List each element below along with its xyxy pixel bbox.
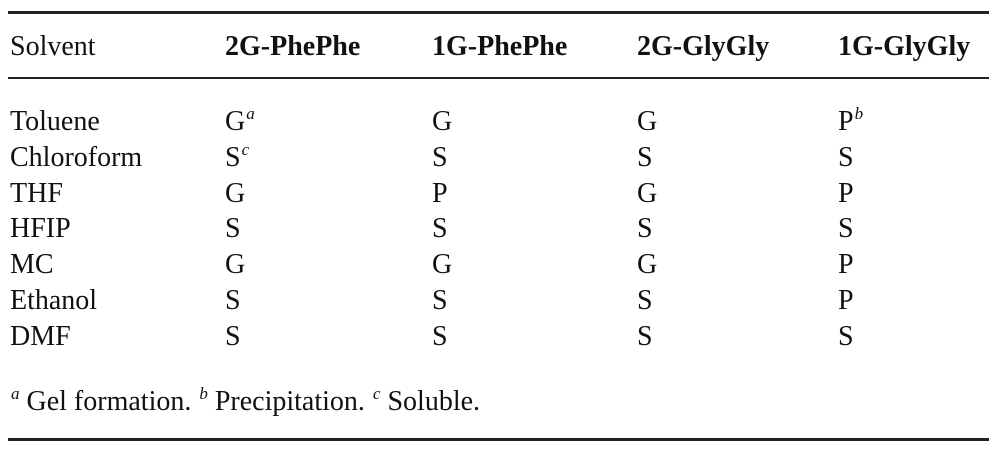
cell-text: P: [838, 249, 854, 281]
header-cell: 1G-GlyGly: [838, 31, 971, 62]
cell-text: S: [637, 285, 653, 316]
header-cell: 2G-GlyGly: [637, 31, 770, 62]
cell-text: S: [432, 320, 448, 352]
table-cell: S: [432, 142, 448, 174]
table-cell: G: [637, 178, 657, 210]
table-cell: Ga: [225, 104, 255, 141]
footnote-text: Soluble.: [387, 386, 481, 417]
table-cell: DMF: [10, 321, 71, 353]
table-cell: P: [838, 178, 854, 210]
cell-text: G: [225, 106, 246, 137]
footnote-text: Gel formation.: [26, 386, 192, 417]
table-cell: S: [432, 285, 448, 317]
footnote-mark: a: [11, 384, 20, 403]
table-cell: G: [225, 249, 245, 281]
footnote-mark: c: [241, 139, 250, 159]
footnote-mark: c: [372, 384, 381, 403]
table-cell: Chloroform: [10, 142, 142, 174]
footnote-mark: a: [246, 104, 255, 123]
cell-text: G: [637, 249, 658, 281]
table-cell: Toluene: [10, 106, 100, 138]
table-cell: S: [637, 321, 653, 353]
cell-text: THF: [10, 177, 63, 209]
table-cell: Sc: [225, 139, 250, 177]
cell-text: P: [432, 177, 448, 209]
cell-text: S: [637, 141, 653, 173]
footnote-mark: b: [854, 104, 864, 123]
top-rule: [8, 11, 989, 14]
table-cell: MC: [10, 249, 54, 281]
table-cell: P: [838, 249, 854, 281]
header-cell: 2G-PhePhe: [225, 31, 361, 62]
header-cell: Solvent: [10, 31, 96, 62]
cell-text: DMF: [10, 320, 71, 352]
cell-text: G: [225, 249, 246, 281]
cell-text: S: [637, 213, 653, 245]
cell-text: G: [637, 106, 658, 137]
table-cell: S: [838, 213, 854, 245]
table-cell: S: [432, 321, 448, 353]
cell-text: S: [838, 141, 854, 173]
table-cell: S: [225, 285, 241, 317]
cell-text: S: [225, 285, 241, 316]
table-cell: G: [432, 106, 452, 138]
cell-text: G: [225, 177, 246, 209]
table-cell: G: [225, 178, 245, 210]
cell-text: S: [225, 320, 241, 352]
header-rule: [8, 77, 989, 79]
table-cell: S: [432, 213, 448, 245]
cell-text: S: [838, 213, 854, 245]
cell-text: P: [838, 285, 854, 316]
cell-text: G: [432, 106, 453, 137]
table-cell: P: [838, 285, 854, 317]
cell-text: MC: [10, 249, 54, 281]
cell-text: G: [432, 249, 453, 281]
table-cell: Pb: [838, 104, 864, 141]
table-cell: P: [432, 178, 448, 210]
cell-text: P: [838, 106, 854, 137]
table-cell: G: [637, 249, 657, 281]
table-cell: S: [637, 285, 653, 317]
table-cell: HFIP: [10, 213, 71, 245]
cell-text: S: [225, 213, 241, 245]
table-cell: G: [637, 106, 657, 138]
cell-text: S: [432, 213, 448, 245]
cell-text: S: [225, 141, 241, 173]
table-cell: S: [637, 213, 653, 245]
cell-text: Ethanol: [10, 285, 98, 316]
cell-text: S: [838, 320, 854, 352]
table-cell: S: [838, 321, 854, 353]
cell-text: G: [637, 177, 658, 209]
table-cell: S: [225, 213, 241, 245]
cell-text: S: [432, 285, 448, 316]
table-cell: G: [432, 249, 452, 281]
table-cell: Ethanol: [10, 285, 97, 317]
cell-text: HFIP: [10, 213, 71, 245]
table-cell: THF: [10, 178, 63, 210]
footnote-text: Precipitation.: [214, 386, 365, 417]
footnotes: a Gel formation. b Precipitation. c Solu…: [10, 384, 481, 421]
table-cell: S: [637, 142, 653, 174]
table-cell: S: [838, 142, 854, 174]
cell-text: Toluene: [10, 106, 100, 137]
cell-text: S: [637, 320, 653, 352]
cell-text: S: [432, 141, 448, 173]
footnote-mark: b: [199, 384, 208, 403]
bottom-rule: [8, 438, 989, 441]
cell-text: Chloroform: [10, 141, 143, 173]
header-cell: 1G-PhePhe: [432, 31, 568, 62]
table-cell: S: [225, 321, 241, 353]
cell-text: P: [838, 177, 854, 209]
